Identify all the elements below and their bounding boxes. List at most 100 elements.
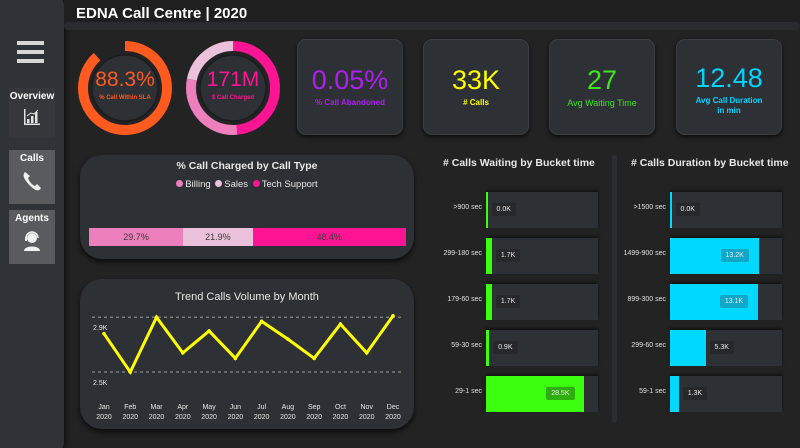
kpi-caption: % Call Abandoned (315, 98, 385, 107)
data-label: 0.9K (493, 341, 518, 354)
legend-item-billing[interactable]: Billing (176, 179, 211, 190)
bar[interactable] (486, 330, 490, 366)
bar-row[interactable]: 59-1 sec 1.3K (639, 376, 782, 412)
trend-panel: Trend Calls Volume by Month 2.9K 2.5K Jan… (80, 279, 414, 429)
bar-row[interactable]: 179-60 sec 1.7K (447, 284, 598, 320)
category-label: 299-180 sec (443, 250, 482, 257)
category-label: 1499-900 sec (623, 250, 666, 257)
data-label: 28.5K (546, 387, 575, 400)
legend-item-tech-support[interactable]: Tech Support (252, 179, 318, 190)
bar[interactable] (486, 238, 492, 274)
sla-caption: % Call Within SLA (99, 95, 151, 101)
data-point[interactable] (207, 329, 211, 333)
y-tick-label: 2.5K (93, 380, 108, 387)
kpi-card-abandoned: 0.05% % Call Abandoned (297, 39, 403, 135)
bar-row[interactable]: 29-1 sec 28.5K (455, 376, 598, 412)
sla-value: 88.3% (95, 68, 155, 91)
sidebar-item-overview[interactable]: Overview (9, 88, 55, 138)
legend-item-sales[interactable]: Sales (215, 179, 248, 190)
x-tick-year: 2020 (280, 414, 296, 421)
x-tick-year: 2020 (149, 414, 165, 421)
x-tick-month: Aug (282, 404, 295, 411)
bar[interactable] (486, 192, 488, 228)
stack-segment-billing[interactable]: 29.7% (89, 228, 184, 246)
bar-row[interactable]: >1500 sec 0.0K (634, 192, 782, 228)
scroll-divider[interactable] (612, 155, 617, 423)
y-tick-label: 2.9K (93, 325, 108, 332)
bar-row[interactable]: 59-30 sec 0.9K (451, 330, 598, 366)
legend-dot (215, 180, 223, 187)
kpi-value: 0.05% (311, 65, 389, 95)
data-point[interactable] (259, 319, 264, 324)
x-tick-month: Nov (361, 404, 374, 411)
stack-segment-tech-support[interactable]: 48.4% (252, 228, 406, 246)
data-label: 1.3K (682, 387, 708, 400)
sidebar-item-label: Agents (15, 213, 49, 224)
stack-segment-sales[interactable]: 21.9% (183, 228, 253, 246)
bar[interactable] (486, 284, 492, 320)
bar[interactable] (670, 330, 706, 366)
x-tick-month: Feb (124, 404, 136, 411)
kpi-caption-unit: in min (717, 106, 741, 115)
data-label: 1.7K (495, 249, 521, 262)
data-point[interactable] (391, 314, 395, 318)
category-label: 899-300 sec (627, 296, 666, 303)
category-label: 179-60 sec (447, 296, 482, 303)
chart-title: % Call Charged by Call Type (176, 160, 318, 172)
bar[interactable] (670, 192, 672, 228)
kpi-caption: Avg Waiting Time (567, 98, 637, 108)
data-point[interactable] (102, 331, 106, 336)
x-tick-year: 2020 (228, 414, 244, 421)
data-point[interactable] (154, 315, 159, 320)
x-tick-month: Sep (308, 404, 321, 411)
kpi-card-duration: 12.48 Avg Call Duration in min (676, 39, 782, 135)
data-point[interactable] (312, 356, 316, 361)
data-label: 5.3K (709, 341, 734, 354)
x-tick-month: Jun (230, 404, 241, 411)
category-label: 299-60 sec (631, 342, 666, 349)
bar-row[interactable]: 899-300 sec 13.1K (627, 284, 782, 320)
x-tick-year: 2020 (333, 414, 349, 421)
data-point[interactable] (286, 337, 290, 341)
category-label: 29-1 sec (455, 388, 482, 395)
x-tick-month: Mar (151, 404, 164, 411)
bar-row[interactable]: >900 sec 0.0K (453, 192, 598, 228)
data-label: 13.2K (720, 249, 749, 262)
kpi-value: 33K (451, 65, 501, 95)
kpi-value: 27 (586, 65, 618, 95)
category-label: 59-1 sec (639, 388, 666, 395)
sla-donut-arc (78, 41, 172, 135)
x-tick-year: 2020 (254, 414, 270, 421)
x-tick-year: 2020 (175, 414, 191, 421)
data-point[interactable] (128, 370, 133, 374)
kpi-card-waiting: 27 Avg Waiting Time (549, 39, 655, 135)
trend-line-chart: 2.9K 2.5K Jan 2020 Feb 2020 Mar 2020 Apr 2020 May… (92, 314, 402, 421)
data-point[interactable] (233, 356, 238, 361)
x-tick-year: 2020 (96, 414, 112, 421)
page-title: EDNA Call Centre | 2020 (76, 5, 248, 22)
x-tick-year: 2020 (306, 414, 322, 421)
legend-label: Billing (185, 179, 211, 190)
charged-caption: $ Call Charged (211, 95, 254, 101)
bar-chart-icon (23, 108, 41, 130)
bar-row[interactable]: 1499-900 sec 13.2K (624, 238, 782, 274)
sidebar-item-agents[interactable]: Agents (9, 210, 55, 264)
data-point[interactable] (338, 322, 343, 326)
bar[interactable] (670, 376, 679, 412)
x-tick-month: Apr (177, 404, 189, 411)
sla-donut: 88.3% % Call Within SLA (75, 38, 175, 138)
data-label: 21.9% (205, 232, 231, 242)
headset-agent-icon (21, 230, 43, 256)
charged-donut-billing-arc (186, 41, 280, 135)
x-tick-year: 2020 (359, 414, 375, 421)
legend-label: Tech Support (261, 179, 318, 190)
hamburger-menu-icon[interactable] (17, 41, 44, 63)
sidebar-item-calls[interactable]: Calls (9, 150, 55, 204)
category-label: >1500 sec (633, 204, 667, 211)
bar-row[interactable]: 299-60 sec 5.3K (631, 330, 782, 366)
chart-title: # Calls Duration by Bucket time (631, 157, 789, 169)
bar-row[interactable]: 299-180 sec 1.7K (443, 238, 598, 274)
data-point[interactable] (181, 351, 185, 355)
data-point[interactable] (364, 351, 369, 355)
